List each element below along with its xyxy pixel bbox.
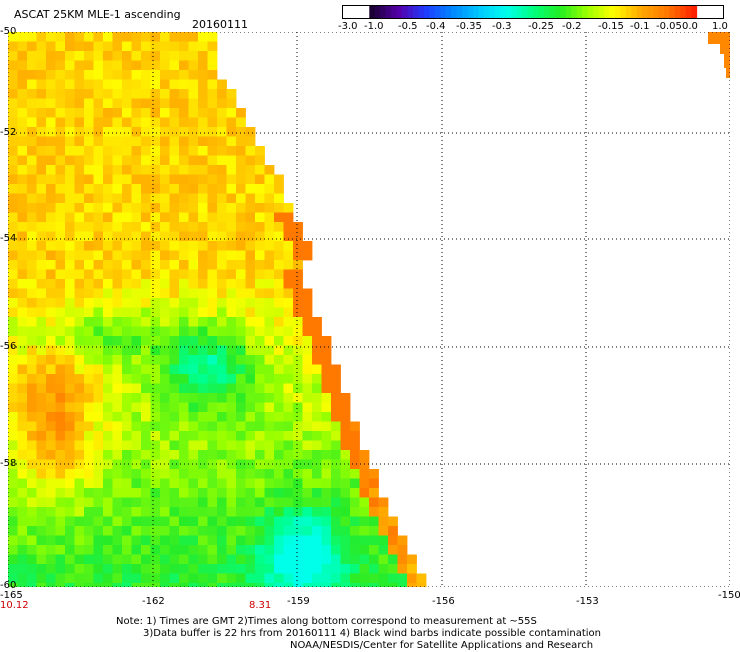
colorbar-label: -0.35 [456,21,482,32]
colorbar-segment [478,6,485,18]
colorbar-segment [418,6,425,18]
colorbar-segment [565,6,572,18]
colorbar-segment [412,6,419,18]
colorbar-segment [385,6,392,18]
note-line-3: NOAA/NESDIS/Center for Satellite Applica… [290,640,594,651]
colorbar-segment [522,6,528,18]
colorbar-segment [445,6,452,18]
colorbar-segment [451,6,458,18]
lat-label-60: -60 [0,580,17,591]
lon-label-150: -150 [718,590,740,601]
colorbar-segment [674,6,681,18]
colorbar-segment [691,6,698,18]
lat-label-50: -50 [0,26,17,37]
colorbar-label: -0.1 [630,21,650,32]
upper-right-patch [708,32,730,78]
colorbar-label: -0.05 [656,21,682,32]
lat-label-56: -56 [0,341,17,352]
colorbar-label: -0.25 [528,21,554,32]
colorbar-segment [669,6,676,18]
colorbar-segment [554,6,561,18]
time-label-left: 10.12 [0,600,29,611]
swath-cells [8,32,427,587]
colorbar-label: -0.15 [598,21,624,32]
colorbar-label: 0.0 [682,21,698,32]
colorbar-segment [653,6,659,18]
colorbar-segment [582,6,589,18]
colorbar-segment [391,6,398,18]
colorbar-segment [614,6,621,18]
colorbar-segment [429,6,436,18]
colorbar-segment [489,6,496,18]
lon-label-159: -159 [287,596,310,607]
colorbar-segment [505,6,512,18]
colorbar-segment [549,6,556,18]
colorbar-segment [576,6,583,18]
colorbar-segment [620,6,627,18]
lat-label-58: -58 [0,458,17,469]
colorbar-segment [642,6,649,18]
graticule [8,32,730,587]
colorbar-segment [587,6,594,18]
colorbar-segment [560,6,567,18]
colorbar-segment [538,6,545,18]
colorbar-segment [631,6,638,18]
colorbar-label: -0.3 [492,21,512,32]
colorbar-segment [603,6,610,18]
colorbar-label: -3.0 [338,21,358,32]
lon-label-153: -153 [576,596,599,607]
colorbar-segment [380,6,387,18]
colorbar-segment [680,6,687,18]
colorbar [342,5,724,19]
colorbar-segment [511,6,518,18]
data-map [8,32,730,587]
colorbar-label: -0.2 [562,21,582,32]
colorbar-segment [407,6,414,18]
colorbar-segment [598,6,605,18]
colorbar-segment [527,6,534,18]
colorbar-segment [685,6,692,18]
colorbar-label: 1.0 [712,21,728,32]
map-title: ASCAT 25KM MLE-1 ascending [14,8,181,21]
colorbar-label: -0.5 [398,21,418,32]
colorbar-segment [456,6,463,18]
colorbar-segment [625,6,632,18]
note-line-2: 3)Data buffer is 22 hrs from 20160111 4)… [143,628,601,639]
lon-label-162: -162 [142,596,165,607]
note-line-1: Note: 1) Times are GMT 2)Times along bot… [116,616,537,627]
colorbar-segment [369,6,376,18]
colorbar-segment [440,6,447,18]
lat-label-52: -52 [0,127,17,138]
lon-label-156: -156 [432,596,455,607]
colorbar-segment [647,6,654,18]
colorbar-segment [516,6,523,18]
colorbar-segment [494,6,501,18]
colorbar-segment [636,6,643,18]
colorbar-segment [593,6,599,18]
colorbar-segment [472,6,479,18]
colorbar-segment [483,6,490,18]
colorbar-segment [609,6,616,18]
colorbar-segment [434,6,441,18]
colorbar-segment [462,6,468,18]
time-label-mid: 8.31 [249,600,272,611]
colorbar-segment [533,6,539,18]
lat-label-54: -54 [0,233,17,244]
colorbar-label: -0.4 [426,21,446,32]
colorbar-segment [396,6,403,18]
lon-label-165: -165 [0,590,23,601]
colorbar-segment [467,6,474,18]
colorbar-segment [374,6,381,18]
colorbar-segment [402,6,408,18]
colorbar-segment [500,6,507,18]
colorbar-segment [571,6,578,18]
colorbar-segment [543,6,550,18]
map-date: 20160111 [192,18,248,31]
colorbar-label: -1.0 [364,21,384,32]
colorbar-segment [663,6,670,18]
colorbar-segment [658,6,665,18]
colorbar-segment [423,6,430,18]
